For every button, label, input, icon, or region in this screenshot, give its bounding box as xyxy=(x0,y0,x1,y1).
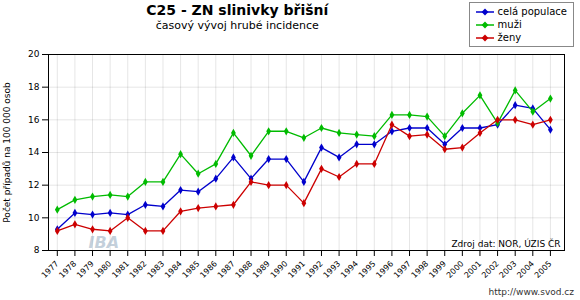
html-text:celá populace: celá populace xyxy=(497,6,567,17)
svg-text:1994: 1994 xyxy=(339,259,360,280)
svg-text:1980: 1980 xyxy=(93,259,114,280)
svg-text:2003: 2003 xyxy=(498,259,519,280)
svg-text:1983: 1983 xyxy=(145,259,166,280)
svg-text:12: 12 xyxy=(28,180,39,190)
svg-text:1978: 1978 xyxy=(57,259,78,280)
svg-text:1999: 1999 xyxy=(427,259,448,280)
svg-text:14: 14 xyxy=(28,147,40,157)
svg-text:2004: 2004 xyxy=(515,259,536,280)
svg-text:1977: 1977 xyxy=(40,259,61,280)
svg-text:1987: 1987 xyxy=(216,259,237,280)
svg-text:IBA: IBA xyxy=(89,233,120,252)
svg-text:1997: 1997 xyxy=(392,259,413,280)
svg-text:Počet případů na 100 000 osob: Počet případů na 100 000 osob xyxy=(2,82,12,223)
svg-text:2000: 2000 xyxy=(445,259,466,280)
svg-text:1990: 1990 xyxy=(269,259,290,280)
svg-text:1992: 1992 xyxy=(304,259,325,280)
svg-text:2001: 2001 xyxy=(462,259,483,280)
html-text:časový vývoj hrubé incidence: časový vývoj hrubé incidence xyxy=(155,19,319,32)
svg-text:1979: 1979 xyxy=(75,259,96,280)
svg-text:2002: 2002 xyxy=(480,259,501,280)
svg-text:1989: 1989 xyxy=(251,259,272,280)
svg-text:18: 18 xyxy=(28,82,40,92)
svg-text:8: 8 xyxy=(34,245,40,255)
svg-text:1996: 1996 xyxy=(374,259,395,280)
svg-text:Zdroj dat: NOR, ÚZIS ČR: Zdroj dat: NOR, ÚZIS ČR xyxy=(451,238,560,249)
svg-text:1981: 1981 xyxy=(110,259,131,280)
svg-text:1986: 1986 xyxy=(198,259,219,280)
svg-text:1995: 1995 xyxy=(357,259,378,280)
html-text:muži: muži xyxy=(497,19,522,30)
svg-text:1985: 1985 xyxy=(181,259,202,280)
svg-text:10: 10 xyxy=(28,213,40,223)
svg-text:1998: 1998 xyxy=(410,259,431,280)
svg-text:1988: 1988 xyxy=(233,259,254,280)
html-text:ženy: ženy xyxy=(497,32,522,43)
html-text:C25 - ZN slinivky břišní: C25 - ZN slinivky břišní xyxy=(146,2,329,18)
svg-text:20: 20 xyxy=(28,49,40,59)
html-text:http://www.svod.cz: http://www.svod.cz xyxy=(488,287,574,297)
svg-text:2005: 2005 xyxy=(533,259,554,280)
svg-text:1984: 1984 xyxy=(163,259,184,280)
svg-text:16: 16 xyxy=(28,115,40,125)
svg-text:1991: 1991 xyxy=(286,259,307,280)
svg-text:1993: 1993 xyxy=(322,259,343,280)
svg-text:1982: 1982 xyxy=(128,259,149,280)
